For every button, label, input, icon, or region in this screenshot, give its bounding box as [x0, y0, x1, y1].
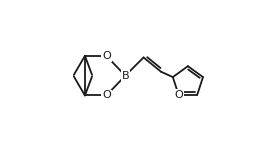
Text: O: O — [174, 90, 183, 100]
Text: B: B — [121, 71, 129, 81]
Text: O: O — [102, 91, 111, 101]
Text: O: O — [102, 51, 111, 61]
